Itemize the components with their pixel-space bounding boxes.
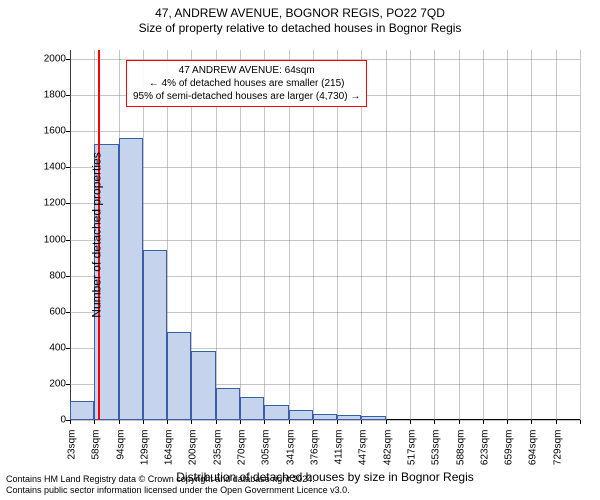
- x-tick-mark: [410, 420, 411, 424]
- histogram-bar: [361, 416, 385, 421]
- grid-line-v: [483, 50, 484, 420]
- x-tick-mark: [119, 420, 120, 424]
- histogram-bar: [216, 388, 240, 420]
- x-tick-mark: [191, 420, 192, 424]
- annotation-line: 95% of semi-detached houses are larger (…: [133, 90, 360, 103]
- grid-line-v: [580, 50, 581, 420]
- y-tick-label: 1200: [26, 198, 66, 209]
- grid-line-v: [556, 50, 557, 420]
- histogram-bar: [143, 250, 167, 420]
- x-tick-mark: [143, 420, 144, 424]
- y-tick-label: 1800: [26, 90, 66, 101]
- annotation-line: 47 ANDREW AVENUE: 64sqm: [133, 64, 360, 77]
- x-tick-mark: [216, 420, 217, 424]
- y-tick-label: 1600: [26, 126, 66, 137]
- y-tick-label: 600: [26, 306, 66, 317]
- title-line1: 47, ANDREW AVENUE, BOGNOR REGIS, PO22 7Q…: [0, 6, 600, 21]
- x-tick-mark: [289, 420, 290, 424]
- y-axis-label: Number of detached properties: [90, 152, 104, 317]
- title-block: 47, ANDREW AVENUE, BOGNOR REGIS, PO22 7Q…: [0, 0, 600, 36]
- x-tick-mark: [264, 420, 265, 424]
- y-tick-label: 1400: [26, 162, 66, 173]
- plot: 020040060080010001200140016001800200023s…: [70, 50, 580, 420]
- footer-line1: Contains HM Land Registry data © Crown c…: [6, 474, 594, 485]
- histogram-bar: [264, 405, 288, 420]
- histogram-bar: [167, 332, 191, 420]
- grid-line-v: [386, 50, 387, 420]
- histogram-bar: [70, 401, 94, 420]
- histogram-bar: [337, 415, 361, 420]
- x-tick-mark: [167, 420, 168, 424]
- grid-line-h: [70, 240, 580, 241]
- title-line2: Size of property relative to detached ho…: [0, 21, 600, 36]
- grid-line-h: [70, 203, 580, 204]
- grid-line-h: [70, 131, 580, 132]
- annotation-line: ← 4% of detached houses are smaller (215…: [133, 77, 360, 90]
- grid-line-v: [410, 50, 411, 420]
- grid-line-h: [70, 167, 580, 168]
- y-tick-label: 2000: [26, 54, 66, 65]
- grid-line-v: [531, 50, 532, 420]
- footer-line2: Contains public sector information licen…: [6, 485, 594, 496]
- grid-line-v: [459, 50, 460, 420]
- y-tick-label: 800: [26, 270, 66, 281]
- x-tick-mark: [556, 420, 557, 424]
- x-tick-mark: [94, 420, 95, 424]
- footer: Contains HM Land Registry data © Crown c…: [6, 474, 594, 496]
- histogram-bar: [240, 397, 264, 420]
- y-tick-label: 400: [26, 342, 66, 353]
- y-tick-label: 200: [26, 378, 66, 389]
- page: 47, ANDREW AVENUE, BOGNOR REGIS, PO22 7Q…: [0, 0, 600, 500]
- histogram-bar: [191, 351, 215, 420]
- grid-line-v: [434, 50, 435, 420]
- y-tick-label: 1000: [26, 234, 66, 245]
- x-tick-mark: [531, 420, 532, 424]
- x-tick-mark: [483, 420, 484, 424]
- grid-line-h: [70, 420, 580, 421]
- x-tick-mark: [507, 420, 508, 424]
- histogram-bar: [119, 138, 143, 420]
- x-tick-mark: [70, 420, 71, 424]
- x-tick-mark: [240, 420, 241, 424]
- x-tick-mark: [386, 420, 387, 424]
- chart: 020040060080010001200140016001800200023s…: [70, 50, 580, 420]
- y-tick-label: 0: [26, 415, 66, 426]
- x-tick-mark: [434, 420, 435, 424]
- x-tick-mark: [313, 420, 314, 424]
- annotation-box: 47 ANDREW AVENUE: 64sqm← 4% of detached …: [126, 60, 367, 107]
- histogram-bar: [313, 414, 337, 420]
- histogram-bar: [289, 410, 313, 420]
- grid-line-v: [507, 50, 508, 420]
- x-tick-mark: [580, 420, 581, 424]
- x-tick-mark: [337, 420, 338, 424]
- x-tick-mark: [459, 420, 460, 424]
- grid-line-v: [70, 50, 71, 420]
- x-tick-mark: [361, 420, 362, 424]
